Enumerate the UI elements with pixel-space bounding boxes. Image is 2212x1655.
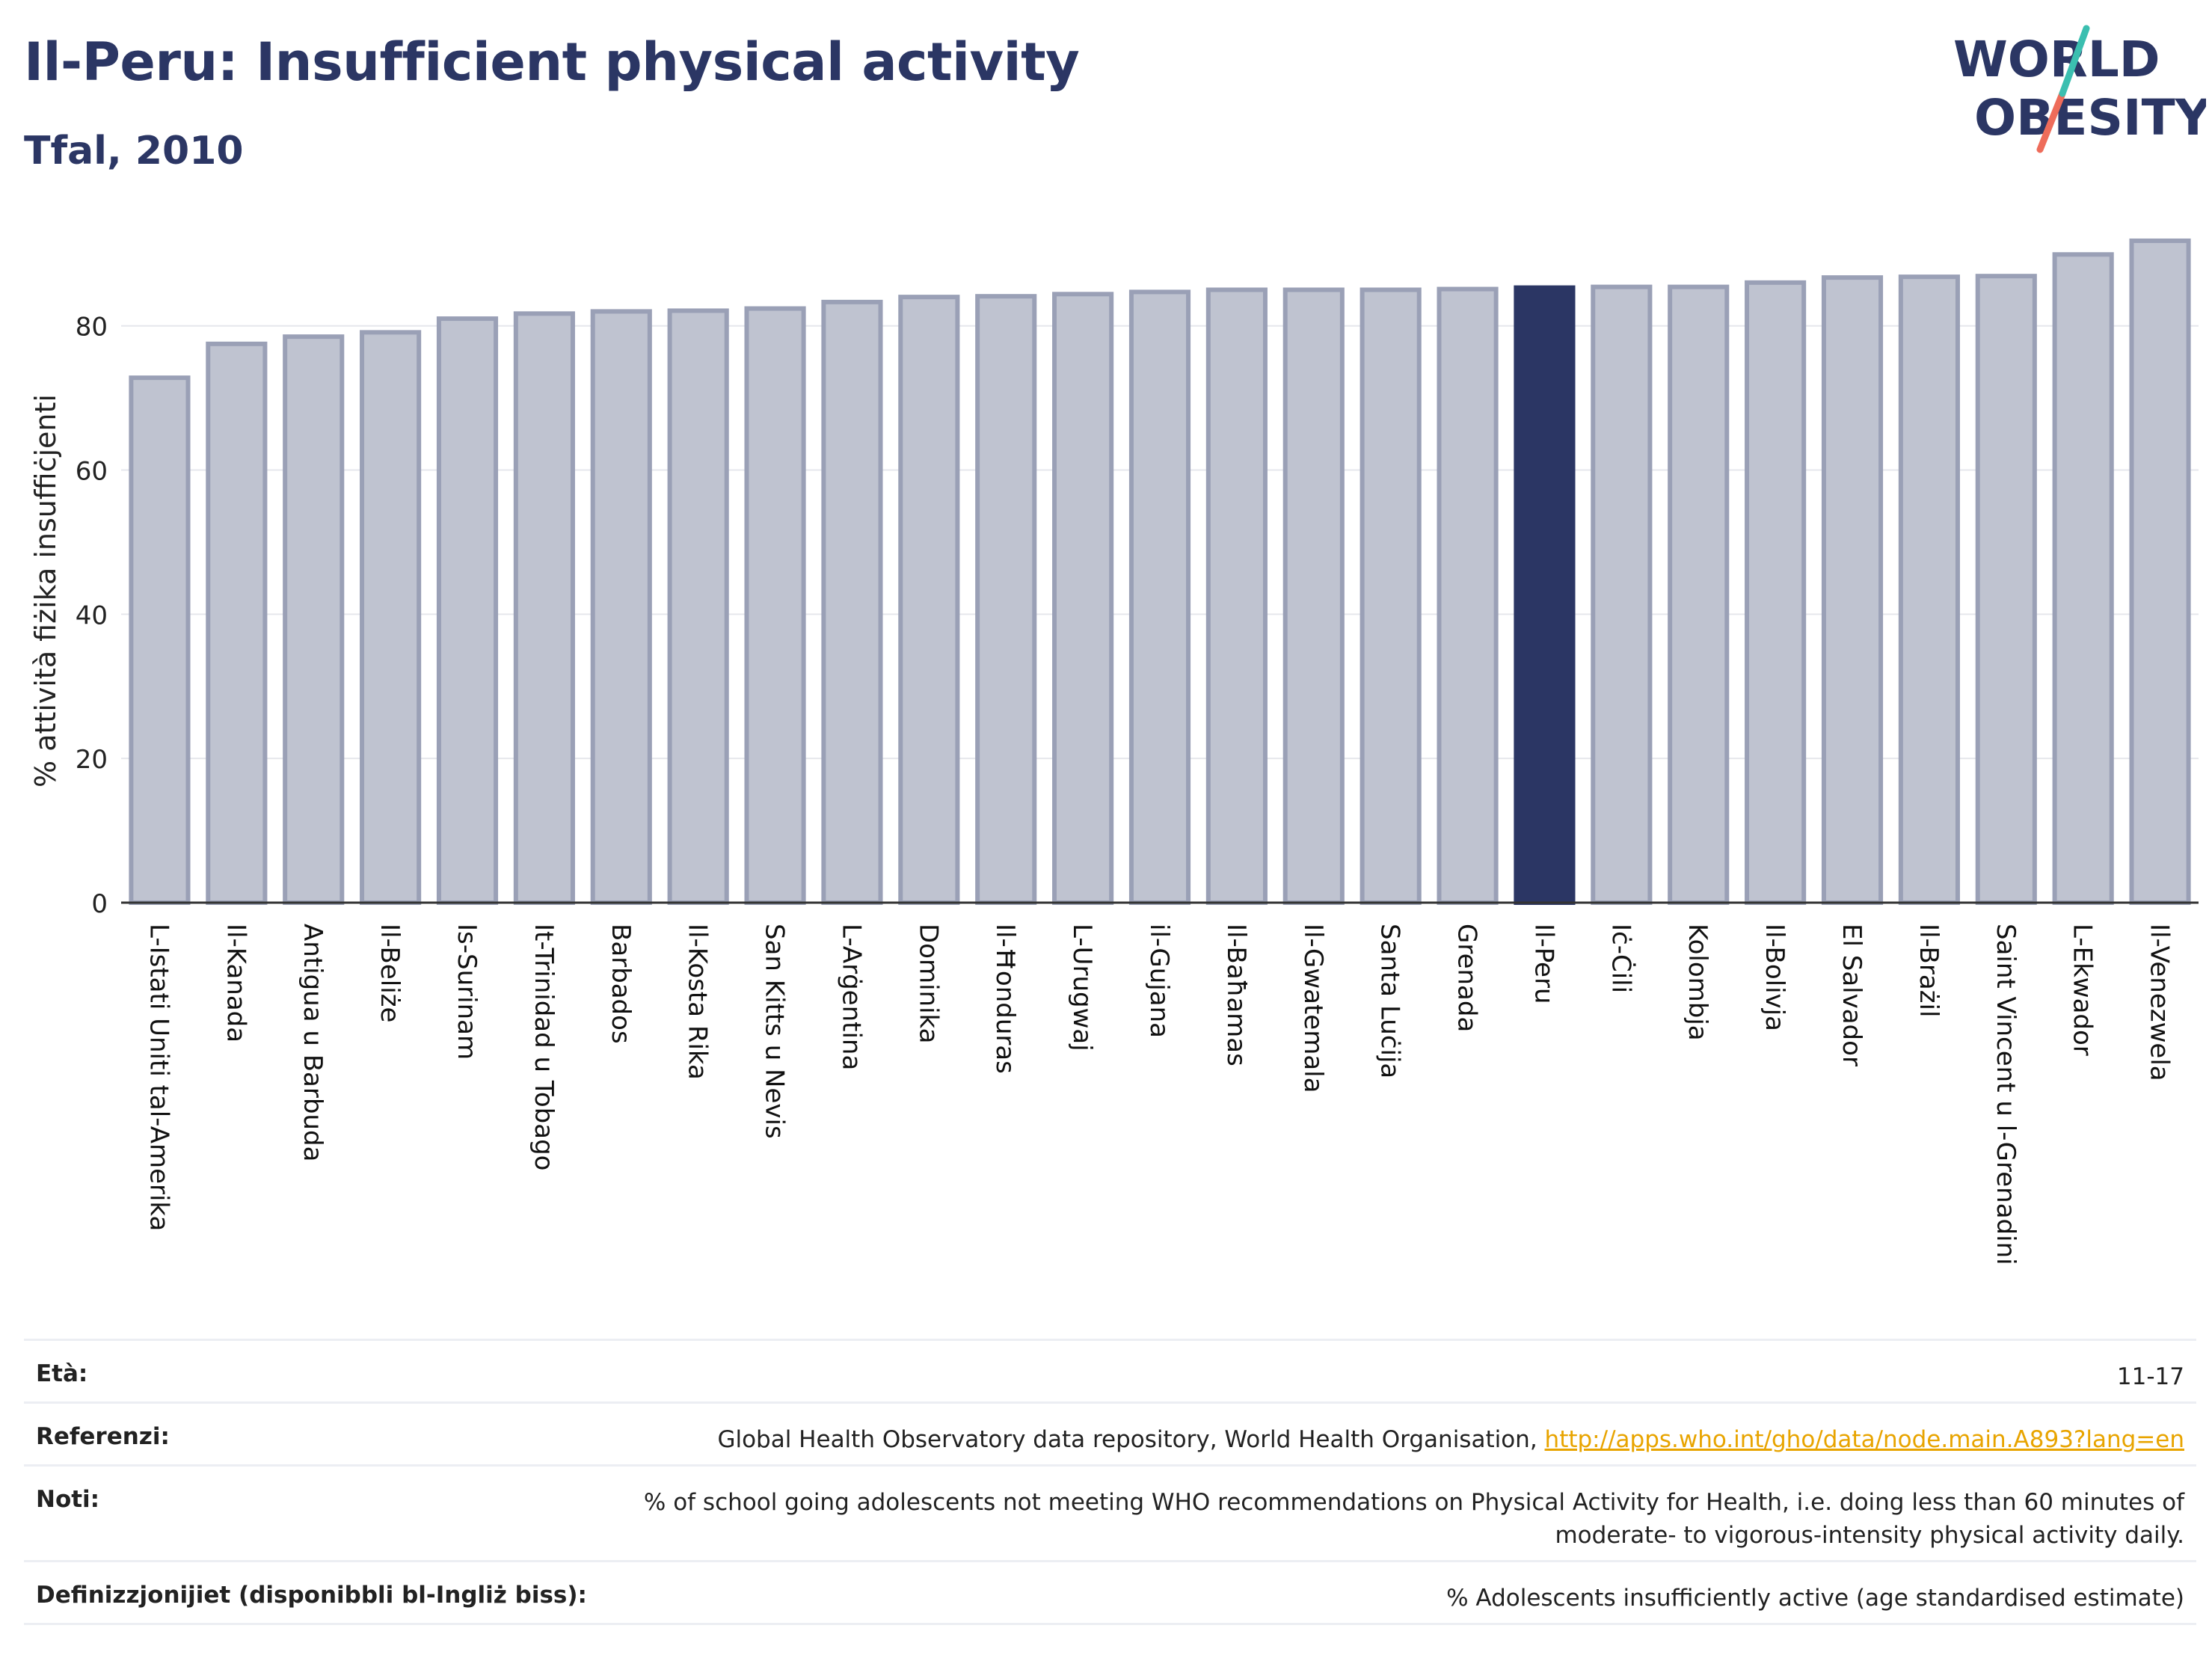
bar [2052, 252, 2114, 905]
bar [1975, 274, 2037, 905]
bar [1437, 286, 1499, 905]
bar [821, 299, 883, 905]
bar [436, 316, 499, 906]
x-tick-label: It-Trinidad u Tobago [529, 924, 559, 1170]
bar [1282, 287, 1345, 905]
x-tick-label: Kolombja [1683, 924, 1712, 1041]
x-tick-label: Il-Venezwela [2145, 924, 2175, 1081]
meta-bottom-rule [24, 1623, 2196, 1625]
metadata-table: Età: 11-17 Referenzi: Global Health Obse… [24, 1339, 2196, 1625]
definitions-value: % Adolescents insufficiently active (age… [1446, 1585, 2184, 1612]
bar [1668, 284, 1730, 905]
references-text: Global Health Observatory data repositor… [717, 1426, 1545, 1453]
logo-line1: WORLD [1953, 31, 2160, 88]
x-tick-label: Santa Luċija [1375, 924, 1405, 1078]
y-tick-label: 80 [76, 313, 108, 343]
notes-line1: % of school going adolescents not meetin… [643, 1489, 2184, 1516]
x-tick-label: Saint Vincent u l-Grenadini [1991, 924, 2021, 1265]
bar [206, 341, 268, 906]
x-tick-label: L-Urugwaj [1067, 924, 1097, 1051]
bar-highlighted [1514, 285, 1576, 905]
bar [1898, 274, 1960, 906]
references-label: Referenzi: [36, 1423, 170, 1450]
bar-chart: 0 20 40 60 80 L-Istati Uniti tal-Amerika Il-K… [29, 238, 2199, 1265]
meta-row-definitions: Definizzjonijiet (disponibbli bl-Ingliż … [24, 1560, 2196, 1623]
x-tick-label: Antigua u Barbuda [298, 924, 328, 1161]
bar [360, 330, 422, 906]
bar [1360, 287, 1422, 905]
bar [1128, 289, 1191, 905]
x-tick-label: Il-Ħonduras [990, 924, 1020, 1074]
x-tick-label: Iċ-Ċili [1606, 924, 1636, 993]
bar [975, 294, 1037, 905]
world-obesity-logo: WORLD OBESITY [1953, 25, 2206, 153]
meta-row-notes: Noti: % of school going adolescents not … [24, 1464, 2196, 1560]
age-label: Età: [36, 1360, 88, 1387]
x-tick-label: Is-Surinam [452, 924, 482, 1060]
logo-slash-teal [2059, 25, 2090, 97]
bar [1052, 292, 1114, 905]
x-tick-label: Grenada [1452, 924, 1482, 1032]
x-tick-label: Il-Bolivja [1760, 924, 1789, 1031]
x-tick-label: Dominika [913, 924, 943, 1043]
y-tick-label: 40 [76, 601, 108, 630]
bars [129, 238, 2191, 906]
bar [1591, 284, 1653, 905]
x-tick-label: Il-Kanada [221, 924, 251, 1043]
x-tick-label: L-Ekwador [2068, 924, 2098, 1056]
x-tick-label: Barbados [606, 924, 636, 1044]
chart-title: Il-Peru: Insufficient physical activity [24, 31, 1080, 93]
notes-value: % of school going adolescents not meetin… [644, 1486, 2184, 1552]
x-tick-label: Il-Peru [1529, 924, 1558, 1004]
bar [1745, 280, 1807, 905]
x-tick-label: L-Istati Uniti tal-Amerika [144, 924, 173, 1231]
x-tick-label: Il-Beliże [375, 924, 405, 1022]
y-tick-label: 60 [76, 457, 108, 487]
bar [898, 295, 960, 905]
meta-row-age: Età: 11-17 [24, 1339, 2196, 1401]
bar [1821, 275, 1884, 905]
bar [2129, 238, 2191, 905]
definitions-label: Definizzjonijiet (disponibbli bl-Ingliż … [36, 1582, 587, 1609]
x-tick-label: San Kitts u Nevis [760, 924, 790, 1139]
x-tick-label: Il-Gwatemala [1298, 924, 1328, 1093]
y-tick-label: 0 [91, 889, 108, 919]
x-tick-label: El Salvador [1837, 924, 1867, 1066]
bar [513, 311, 575, 905]
bar [283, 334, 345, 906]
notes-line2: moderate- to vigorous-intensity physical… [1555, 1522, 2184, 1549]
bar [129, 375, 191, 905]
x-tick-label: L-Arġentina [836, 924, 866, 1070]
x-tick-label: Il-Baħamas [1221, 924, 1251, 1066]
x-tick-labels: L-Istati Uniti tal-Amerika Il-Kanada Antig… [144, 924, 2174, 1265]
bar [744, 306, 806, 905]
logo-slash-coral [2036, 90, 2066, 153]
references-value: Global Health Observatory data repositor… [717, 1423, 2184, 1456]
notes-label: Noti: [36, 1486, 100, 1513]
meta-row-references: Referenzi: Global Health Observatory dat… [24, 1401, 2196, 1464]
x-tick-label: il-Gujana [1144, 924, 1174, 1038]
references-link[interactable]: http://apps.who.int/gho/data/node.main.A… [1544, 1426, 2184, 1453]
x-tick-label: Il-Brażil [1914, 924, 1944, 1017]
age-value: 11-17 [2116, 1363, 2184, 1390]
x-tick-label: Il-Kosta Rika [683, 924, 713, 1080]
y-axis-label: % attività fiżika insuffiċjenti [29, 394, 62, 787]
chart-subtitle: Tfal, 2010 [24, 129, 244, 174]
bar [590, 309, 652, 906]
logo-line2: OBESITY [1974, 89, 2206, 147]
bar [1205, 287, 1268, 905]
bar [667, 308, 729, 905]
y-tick-labels: 0 20 40 60 80 [76, 313, 108, 919]
y-tick-label: 20 [76, 745, 108, 775]
